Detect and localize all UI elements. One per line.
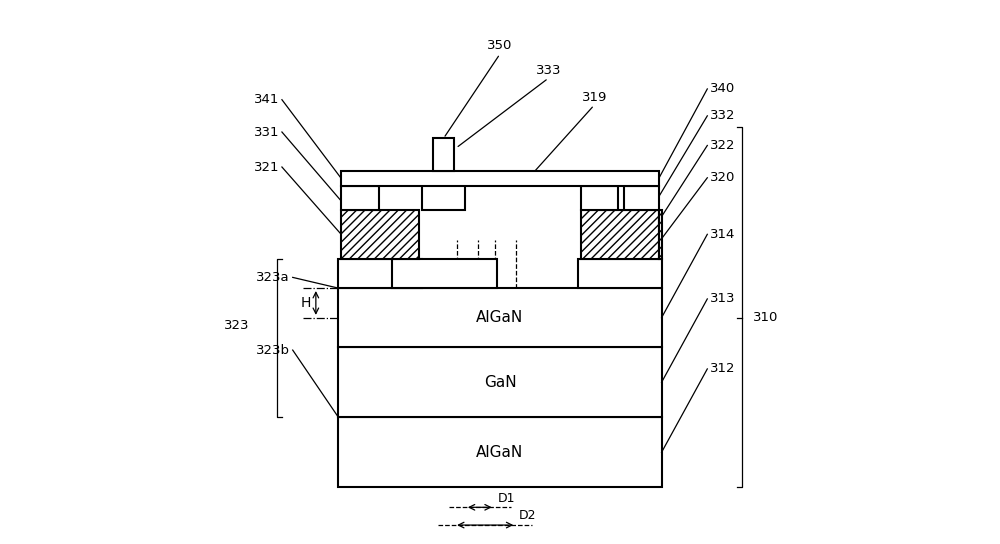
Text: H: H [301, 296, 311, 310]
Text: 350: 350 [487, 39, 513, 52]
Bar [341, 210, 419, 258]
Bar [338, 348, 662, 417]
Text: 310: 310 [753, 311, 778, 324]
Bar [341, 171, 659, 186]
Text: 313: 313 [710, 293, 735, 305]
Text: 321: 321 [254, 160, 279, 174]
Bar [341, 186, 379, 210]
Bar [659, 210, 662, 258]
Text: 314: 314 [710, 228, 735, 241]
Text: 323b: 323b [256, 344, 290, 356]
Bar [581, 210, 659, 258]
Bar [392, 258, 497, 288]
Text: 340: 340 [710, 83, 735, 95]
Text: 319: 319 [582, 90, 607, 103]
Bar [422, 178, 465, 210]
Text: 333: 333 [536, 64, 561, 77]
Bar [338, 417, 662, 487]
Bar [578, 258, 662, 288]
Bar [581, 186, 618, 210]
Text: 320: 320 [710, 171, 735, 184]
Bar [624, 186, 659, 210]
Text: 332: 332 [710, 109, 735, 122]
Text: 331: 331 [254, 126, 279, 139]
Text: 322: 322 [710, 139, 735, 152]
Bar [338, 258, 422, 288]
Text: 312: 312 [710, 362, 735, 375]
Text: D2: D2 [519, 509, 536, 522]
Text: GaN: GaN [484, 375, 516, 390]
Text: 323a: 323a [256, 271, 290, 284]
Text: AlGaN: AlGaN [476, 310, 524, 325]
Bar [338, 288, 662, 348]
Text: AlGaN: AlGaN [476, 445, 524, 460]
Text: D1: D1 [497, 492, 515, 505]
Bar [433, 139, 454, 171]
Text: 341: 341 [254, 93, 279, 106]
Text: 323: 323 [224, 319, 250, 332]
